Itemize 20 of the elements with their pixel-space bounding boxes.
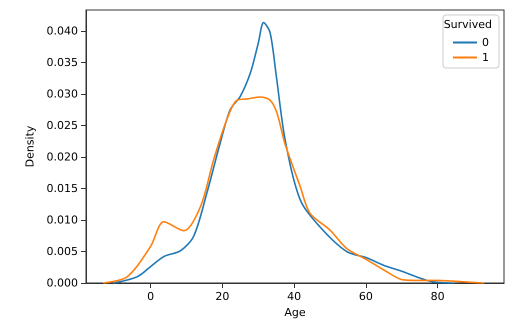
legend-label: 0: [482, 36, 489, 49]
line-series: [103, 96, 484, 284]
y-axis-title: Density: [24, 125, 37, 168]
y-tick-label: 0.035: [46, 56, 78, 69]
y-tick-label: 0.005: [46, 244, 78, 258]
y-tick-label: 0.015: [46, 182, 78, 195]
y-tick-label: 0.010: [46, 213, 78, 226]
x-tick-label: 20: [215, 290, 230, 303]
y-tick-label: 0.000: [46, 276, 78, 290]
y-tick-label: 0.020: [46, 150, 78, 164]
x-tick-label: 0: [147, 290, 154, 303]
y-tick-label: 0.040: [46, 24, 78, 38]
y-tick-label: 0.030: [46, 87, 78, 100]
y-tick-label: 0.025: [46, 118, 78, 132]
x-tick-label: 80: [430, 290, 445, 303]
x-tick-label: 60: [358, 290, 373, 303]
legend-title: Survived: [444, 18, 492, 31]
x-axis-title: Age: [284, 306, 306, 319]
legend-label: 1: [482, 51, 489, 64]
x-tick-label: 40: [287, 290, 302, 303]
